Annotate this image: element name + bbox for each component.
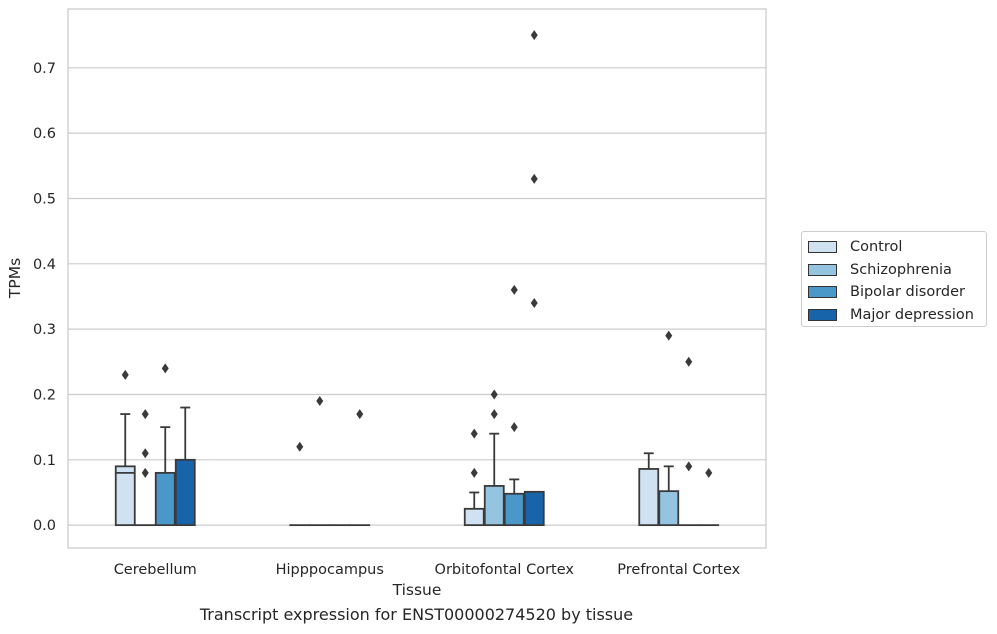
x-tick-label: Cerebellum [114, 562, 197, 578]
y-tick-label: 0.7 [33, 61, 56, 77]
outlier-point [141, 448, 149, 459]
legend-label-control: Control [850, 239, 903, 256]
outlier-point [530, 173, 538, 184]
legend-item-major-depression: Major depression [808, 304, 986, 327]
outlier-point [121, 369, 129, 380]
box-rect [483, 485, 505, 527]
legend-item-control: Control [808, 236, 986, 259]
outlier-point [530, 30, 538, 41]
outlier-point [161, 363, 169, 374]
chart-caption: Transcript expression for ENST0000027452… [199, 605, 634, 624]
box-rect [503, 492, 525, 527]
box-major-depression-orbitofontal-cortex [523, 30, 545, 527]
y-tick-label: 0.0 [33, 518, 56, 534]
box-control-orbitofontal-cortex [463, 428, 485, 527]
box-rect [174, 458, 196, 527]
outlier-point [705, 467, 713, 478]
box-bipolar-disorder-prefrontal-cortex [678, 356, 700, 527]
legend-swatch-schizophrenia [808, 263, 837, 276]
box-major-depression-hipppocampus [349, 409, 371, 527]
box-bipolar-disorder-orbitofontal-cortex [503, 284, 525, 527]
outlier-point [356, 409, 364, 420]
outlier-point [141, 467, 149, 478]
box-control-cerebellum [114, 369, 136, 527]
plot-area [68, 9, 766, 548]
legend-swatch-control [808, 241, 837, 254]
legend-label-major-depression: Major depression [850, 306, 974, 323]
box-schizophrenia-orbitofontal-cortex [483, 389, 505, 527]
box-major-depression-cerebellum [174, 406, 196, 527]
y-tick-label: 0.1 [33, 453, 56, 469]
outlier-point [530, 298, 538, 308]
plot-frame [67, 8, 767, 549]
y-tick-labels: 0.0 0.1 0.2 0.3 0.4 0.5 0.6 0.7 [33, 61, 56, 534]
box-schizophrenia-cerebellum [134, 409, 156, 527]
outlier-point [141, 409, 149, 420]
legend: Control Schizophrenia Bipolar disorder M… [801, 231, 987, 327]
box-schizophrenia-hipppocampus [309, 396, 331, 527]
legend-item-schizophrenia: Schizophrenia [808, 259, 986, 282]
outlier-point [470, 428, 478, 439]
box-rect [154, 471, 176, 527]
legend-swatch-major-depression [808, 308, 837, 321]
x-tick-label: Hipppocampus [276, 562, 384, 578]
outlier-point [316, 396, 324, 406]
box-control-hipppocampus [289, 441, 311, 527]
x-tick-labels: Cerebellum Hipppocampus Orbitofontal Corte… [114, 562, 741, 578]
box-bipolar-disorder-cerebellum [154, 363, 176, 527]
y-tick-label: 0.3 [33, 322, 56, 338]
outlier-point [490, 389, 498, 400]
y-tick-label: 0.6 [33, 126, 56, 142]
box-schizophrenia-prefrontal-cortex [658, 330, 680, 527]
y-tick-label: 0.2 [33, 387, 56, 403]
y-axis-label: TPMs [6, 258, 24, 299]
legend-label-schizophrenia: Schizophrenia [850, 261, 952, 278]
legend-label-bipolar-disorder: Bipolar disorder [850, 284, 965, 301]
box-rect [658, 490, 680, 527]
x-axis-label: Tissue [392, 581, 442, 599]
y-tick-label: 0.4 [33, 257, 56, 273]
box-major-depression-prefrontal-cortex [698, 467, 720, 527]
outlier-point [490, 409, 498, 420]
outlier-point [470, 467, 478, 478]
legend-item-bipolar-disorder: Bipolar disorder [808, 281, 986, 304]
outlier-point [510, 422, 518, 433]
y-tick-label: 0.5 [33, 191, 56, 207]
outlier-point [665, 330, 673, 341]
outlier-point [685, 461, 693, 472]
box-rect [114, 465, 136, 527]
box-control-prefrontal-cortex [638, 452, 660, 527]
box-group [114, 30, 720, 527]
outlier-point [685, 356, 693, 367]
box-rect [523, 490, 545, 527]
box-rect [638, 468, 660, 527]
x-tick-label: Orbitofontal Cortex [435, 562, 575, 578]
outlier-point [296, 441, 304, 452]
outlier-point [510, 284, 518, 295]
legend-swatch-bipolar-disorder [808, 286, 837, 299]
x-tick-label: Prefrontal Cortex [617, 562, 740, 578]
box-rect [463, 507, 485, 527]
